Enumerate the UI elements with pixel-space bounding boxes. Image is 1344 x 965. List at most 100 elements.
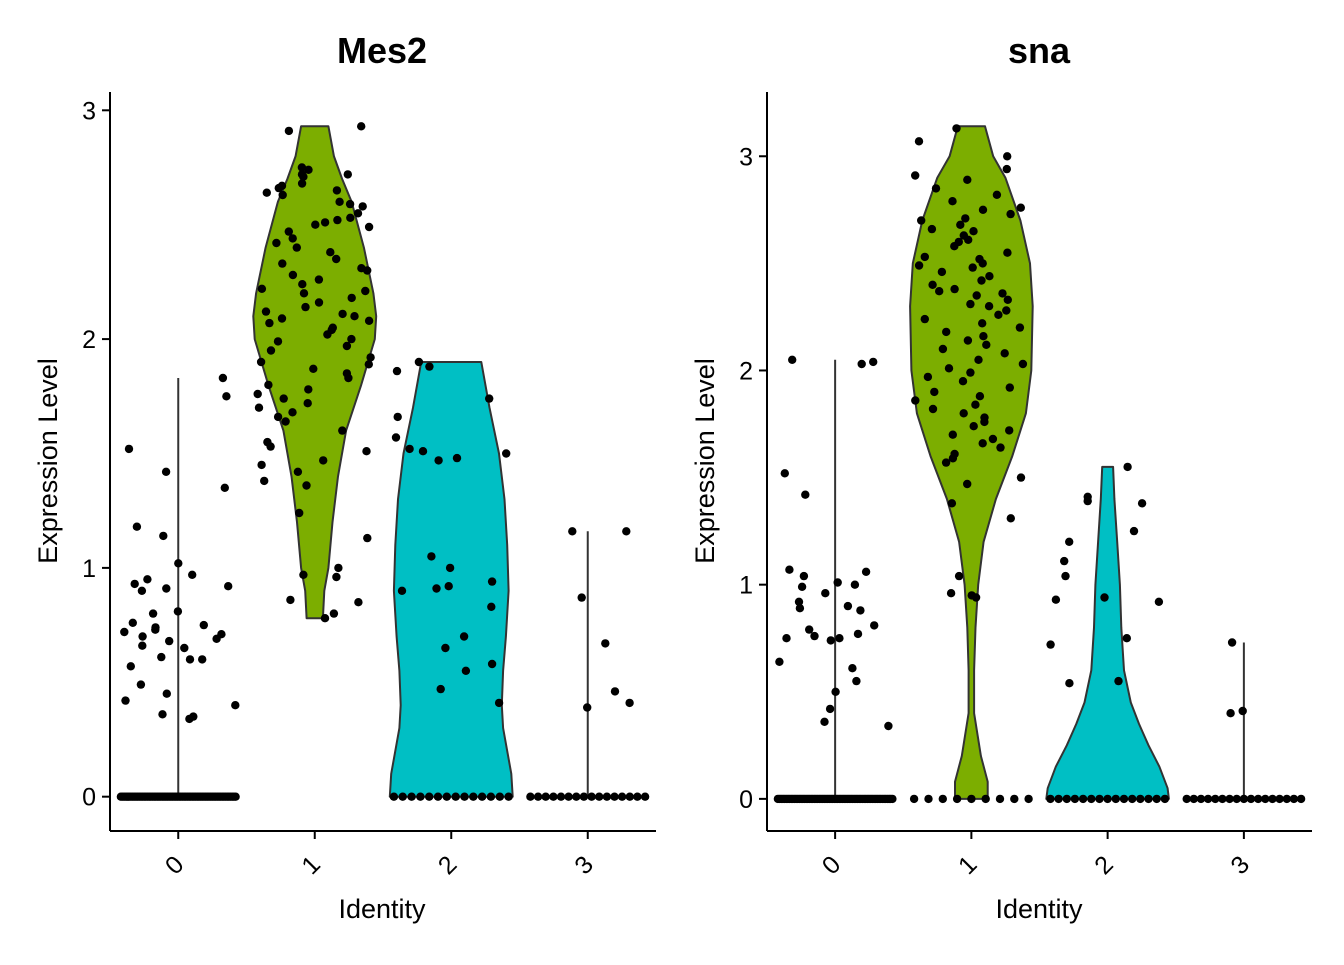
data-point (1123, 462, 1132, 472)
data-point (923, 372, 933, 382)
data-point (963, 336, 973, 345)
data-point (843, 601, 853, 611)
data-point (1114, 676, 1123, 686)
y-tick-label: 1 (82, 555, 96, 583)
data-point (799, 571, 809, 581)
data-point (157, 652, 166, 662)
data-point (198, 655, 207, 664)
data-point (1182, 794, 1191, 804)
data-point (220, 483, 229, 492)
data-point (950, 242, 959, 251)
data-point (1238, 706, 1247, 716)
data-point (825, 704, 835, 714)
data-point (231, 701, 240, 710)
data-point (785, 565, 794, 574)
data-point (345, 199, 355, 209)
data-point (928, 280, 937, 289)
data-point (1196, 794, 1206, 804)
data-point (1289, 794, 1299, 804)
data-point (835, 634, 844, 643)
data-point (946, 589, 956, 598)
data-point (577, 593, 586, 602)
data-point (966, 368, 975, 377)
y-tick-label: 3 (82, 97, 96, 125)
data-point (309, 364, 318, 373)
data-point (363, 266, 372, 275)
data-point (257, 284, 267, 293)
data-point (526, 792, 535, 801)
data-point (320, 218, 330, 227)
data-point (985, 272, 994, 281)
data-point (405, 444, 414, 454)
data-point (362, 447, 371, 456)
data-point (414, 357, 424, 367)
data-point (1211, 794, 1220, 804)
data-point (556, 792, 566, 801)
data-point (346, 213, 355, 222)
data-point (1160, 794, 1170, 804)
data-point (338, 426, 347, 435)
data-point (942, 327, 951, 337)
data-point (952, 794, 962, 804)
data-point (1000, 349, 1009, 358)
data-point (978, 439, 987, 448)
panel-sna: sna Identity Expression Level 0 1 2 3 0 1 2 3 (690, 30, 1312, 924)
data-point (138, 632, 147, 641)
data-point (968, 263, 977, 272)
data-point (256, 357, 266, 367)
data-point (436, 684, 445, 694)
data-point (1103, 794, 1112, 804)
data-point (407, 792, 416, 801)
data-point (329, 609, 339, 618)
data-point (801, 490, 810, 499)
data-point (494, 698, 504, 708)
data-point (461, 666, 471, 675)
data-point (831, 687, 840, 696)
data-point (601, 639, 610, 648)
data-point (995, 794, 1005, 804)
data-point (1065, 679, 1074, 688)
data-point (364, 222, 374, 232)
data-point (224, 582, 233, 591)
data-point (1016, 203, 1025, 212)
data-point (917, 216, 926, 225)
data-point (996, 443, 1005, 452)
data-point (909, 794, 919, 804)
data-point (541, 792, 550, 801)
x-tick-label: 3 (569, 851, 599, 881)
data-point (180, 643, 189, 653)
data-point (610, 687, 620, 696)
data-point (930, 387, 939, 397)
x-tick-label: 1 (296, 851, 326, 881)
data-point (165, 636, 174, 646)
data-point (998, 289, 1007, 298)
data-point (861, 567, 871, 576)
data-point (320, 614, 330, 623)
data-point (452, 453, 462, 463)
data-point (959, 409, 968, 418)
data-point (1225, 794, 1234, 804)
data-point (994, 310, 1003, 319)
data-point (335, 197, 344, 206)
data-point (344, 373, 353, 383)
data-point (262, 188, 271, 197)
data-point (418, 447, 428, 456)
data-point (978, 319, 987, 328)
data-point (137, 586, 147, 595)
data-point (460, 792, 469, 801)
data-point (364, 360, 373, 369)
data-point (311, 220, 320, 229)
data-point (338, 309, 347, 319)
data-point (1137, 499, 1147, 508)
data-point (281, 417, 290, 426)
data-point (972, 291, 981, 300)
data-point (124, 444, 134, 454)
data-point (984, 302, 994, 311)
data-point (502, 449, 511, 458)
data-point (485, 394, 494, 403)
x-tick-label: 0 (160, 851, 190, 881)
data-point (911, 396, 920, 405)
violin-shape (1045, 465, 1170, 800)
data-point (966, 299, 975, 309)
